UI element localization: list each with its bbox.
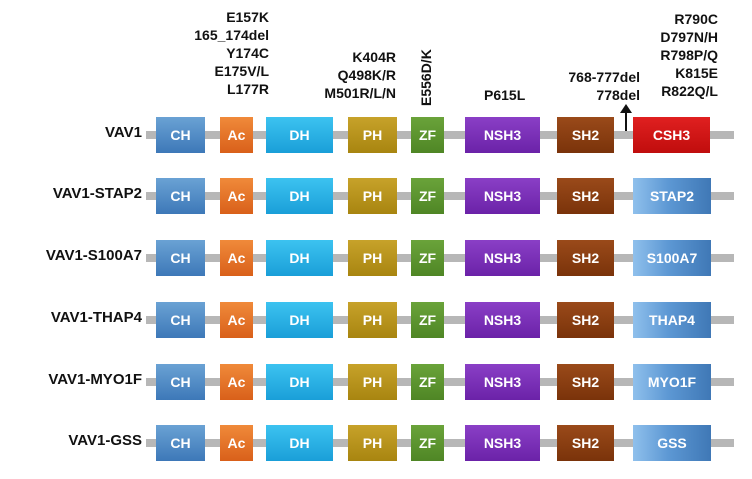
deletion-arrow-shaft xyxy=(625,108,627,132)
mutation-annotation-ph: K404R Q498K/R M501R/L/N xyxy=(324,49,396,101)
row-label: VAV1-THAP4 xyxy=(50,309,142,326)
domain-ch: CH xyxy=(156,117,205,153)
domain-nsh3: NSH3 xyxy=(465,302,540,338)
domain-zf: ZF xyxy=(411,425,444,461)
domain-sh2: SH2 xyxy=(557,364,614,400)
fusion-partner-domain: STAP2 xyxy=(633,178,711,214)
mutation-annotation-ac-dh: E157K 165_174del Y174C E175V/L L177R xyxy=(194,9,269,97)
domain-sh2: SH2 xyxy=(557,178,614,214)
fusion-partner-domain: THAP4 xyxy=(633,302,711,338)
fusion-partner-domain: S100A7 xyxy=(633,240,711,276)
domain-ph: PH xyxy=(348,117,397,153)
fusion-partner-domain: MYO1F xyxy=(633,364,711,400)
domain-ph: PH xyxy=(348,178,397,214)
row-label: VAV1-MYO1F xyxy=(48,371,142,388)
mutation-annotation-csh3: R790C D797N/H R798P/Q K815E R822Q/L xyxy=(660,11,718,99)
domain-dh: DH xyxy=(266,364,333,400)
row-label: VAV1-S100A7 xyxy=(45,247,142,264)
deletion-arrow-head xyxy=(620,104,632,113)
mutation-annotation-zf: E556D/K xyxy=(418,49,434,106)
domain-ph: PH xyxy=(348,425,397,461)
domain-sh2: SH2 xyxy=(557,302,614,338)
domain-ch: CH xyxy=(156,425,205,461)
domain-zf: ZF xyxy=(411,302,444,338)
domain-ph: PH xyxy=(348,302,397,338)
domain-dh: DH xyxy=(266,240,333,276)
mutation-annotation-sh2-csh3: 768-777del 778del xyxy=(568,69,640,103)
domain-sh2: SH2 xyxy=(557,240,614,276)
domain-ac: Ac xyxy=(220,364,253,400)
protein-row-vav1-gss: VAV1-GSS CH Ac DH PH ZF NSH3 SH2 GSS xyxy=(0,425,752,461)
domain-zf: ZF xyxy=(411,240,444,276)
domain-ac: Ac xyxy=(220,425,253,461)
protein-row-vav1-myo1f: VAV1-MYO1F CH Ac DH PH ZF NSH3 SH2 MYO1F xyxy=(0,364,752,400)
domain-ch: CH xyxy=(156,364,205,400)
domain-ch: CH xyxy=(156,302,205,338)
domain-nsh3: NSH3 xyxy=(465,117,540,153)
domain-dh: DH xyxy=(266,425,333,461)
domain-ac: Ac xyxy=(220,117,253,153)
domain-nsh3: NSH3 xyxy=(465,364,540,400)
domain-ch: CH xyxy=(156,178,205,214)
domain-csh3: CSH3 xyxy=(633,117,710,153)
fusion-partner-domain: GSS xyxy=(633,425,711,461)
mutation-annotation-nsh3: P615L xyxy=(484,87,526,103)
domain-ac: Ac xyxy=(220,178,253,214)
domain-ph: PH xyxy=(348,240,397,276)
domain-nsh3: NSH3 xyxy=(465,240,540,276)
domain-zf: ZF xyxy=(411,178,444,214)
row-label: VAV1-STAP2 xyxy=(52,185,142,202)
domain-zf: ZF xyxy=(411,364,444,400)
domain-dh: DH xyxy=(266,302,333,338)
row-label: VAV1-GSS xyxy=(68,432,142,449)
protein-row-vav1-thap4: VAV1-THAP4 CH Ac DH PH ZF NSH3 SH2 THAP4 xyxy=(0,302,752,338)
domain-nsh3: NSH3 xyxy=(465,178,540,214)
protein-row-vav1-s100a7: VAV1-S100A7 CH Ac DH PH ZF NSH3 SH2 S100… xyxy=(0,240,752,276)
domain-dh: DH xyxy=(266,117,333,153)
protein-row-vav1-stap2: VAV1-STAP2 CH Ac DH PH ZF NSH3 SH2 STAP2 xyxy=(0,178,752,214)
domain-sh2: SH2 xyxy=(557,425,614,461)
domain-ac: Ac xyxy=(220,240,253,276)
domain-ph: PH xyxy=(348,364,397,400)
domain-ch: CH xyxy=(156,240,205,276)
domain-nsh3: NSH3 xyxy=(465,425,540,461)
domain-dh: DH xyxy=(266,178,333,214)
row-label: VAV1 xyxy=(105,124,142,141)
protein-row-vav1: VAV1 CH Ac DH PH ZF NSH3 SH2 CSH3 xyxy=(0,117,752,153)
domain-sh2: SH2 xyxy=(557,117,614,153)
domain-zf: ZF xyxy=(411,117,444,153)
domain-ac: Ac xyxy=(220,302,253,338)
